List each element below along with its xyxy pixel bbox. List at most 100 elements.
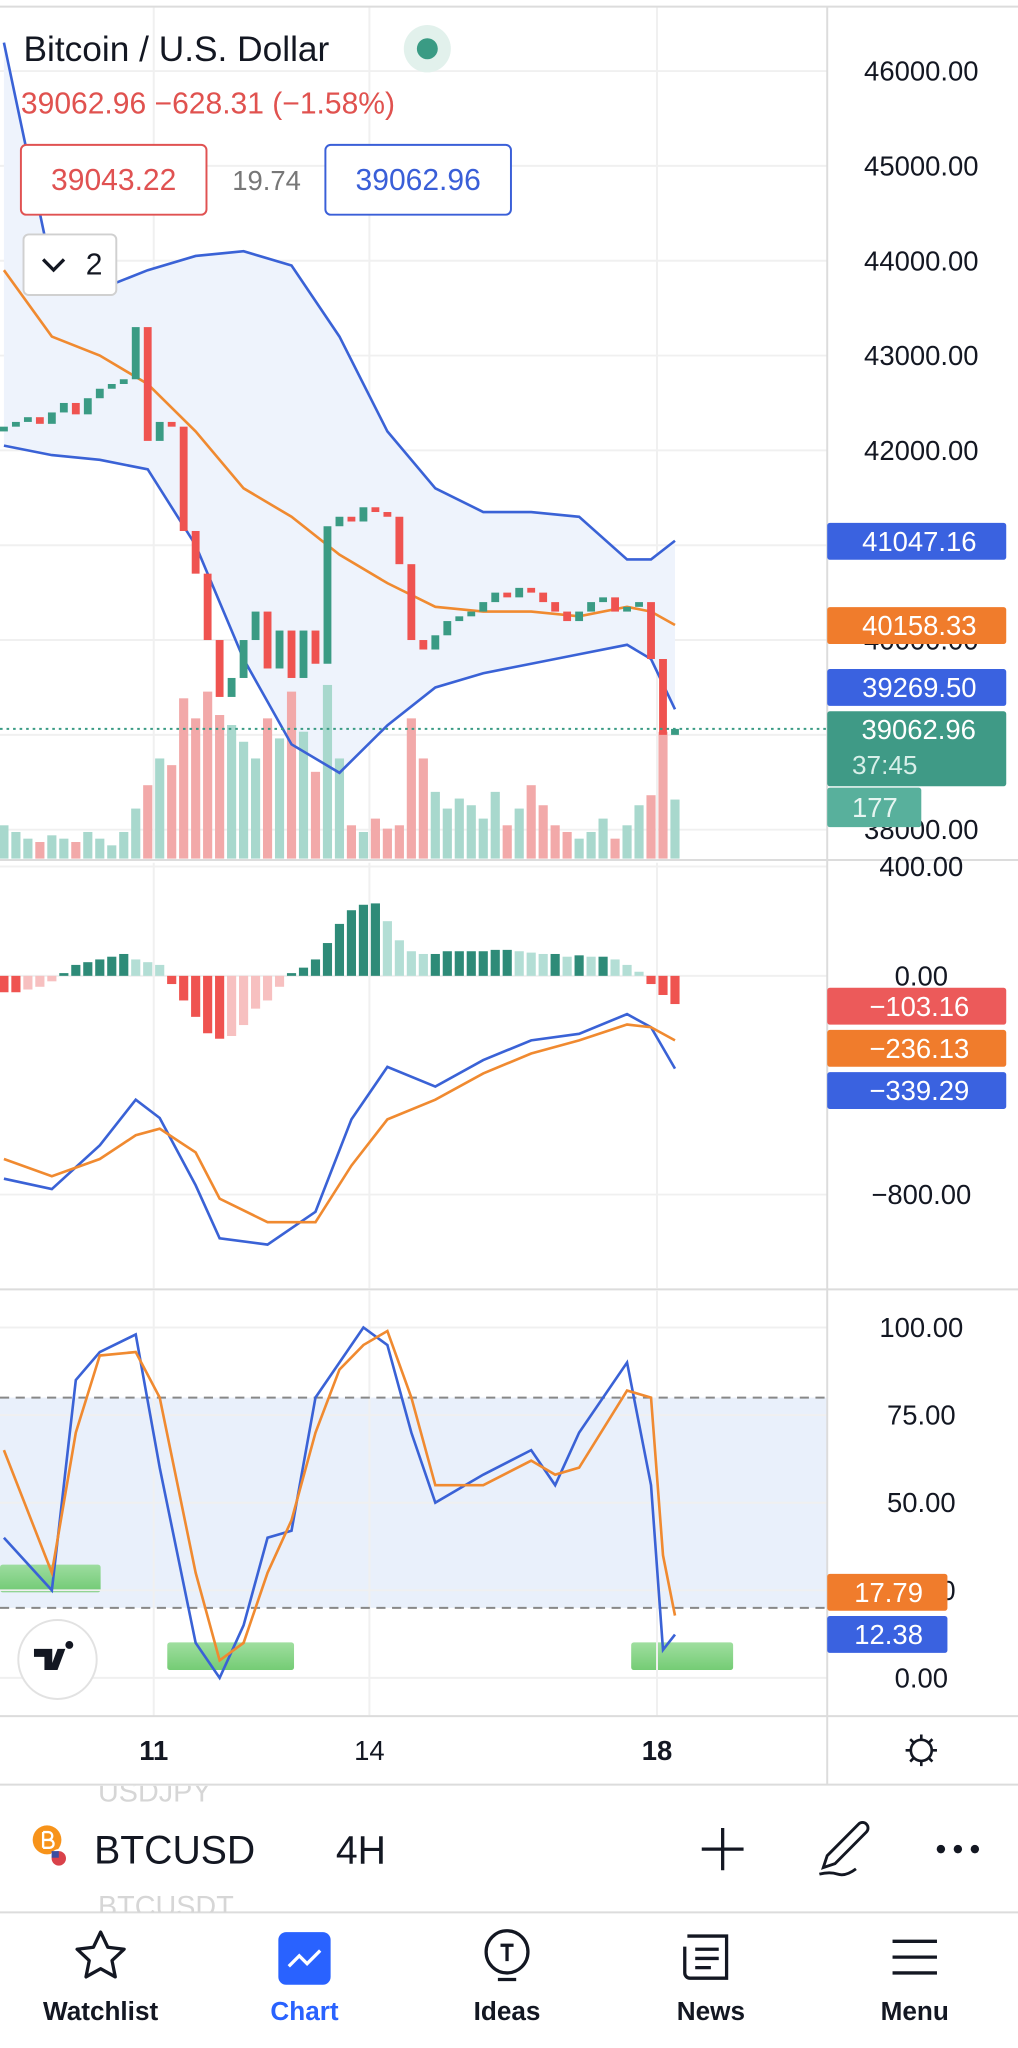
volume-bar [442,808,452,859]
volume-bar [203,691,213,859]
tab-bar: Watchlist Chart Ideas News Menu [43,1996,949,2026]
draw-icon[interactable] [819,1821,870,1877]
histogram-bar [574,955,584,976]
histogram-bar [95,959,105,976]
candle [599,597,608,603]
news-icon[interactable] [683,1934,729,1980]
ideas-icon[interactable] [484,1929,530,1975]
indicator-count[interactable]: 2 [86,248,103,281]
separators [0,5,1018,1914]
tradingview-logo[interactable] [17,1618,98,1700]
volume-bar [610,838,620,859]
candle [71,402,80,415]
candle [395,516,404,565]
tab-label[interactable]: News [677,1996,745,2026]
chart-icon[interactable] [278,1932,331,1985]
volume-bar [11,831,21,859]
toolbar: USDJPY BTCUSDT [98,1776,234,1923]
macd-line [3,1012,677,1246]
histogram-bar [191,975,201,1017]
candle [215,640,224,697]
volume-bar [334,758,345,859]
volume-tag [827,787,922,828]
histogram-bar [514,951,524,976]
volume-bar [382,828,392,859]
histogram-bar [526,952,536,976]
settings-icon[interactable] [905,1734,937,1767]
candle [287,630,296,678]
histogram-bar [634,971,644,976]
volume-bar [418,758,428,859]
more-icon[interactable] [936,1844,980,1854]
candle [59,402,68,413]
volume-bar [514,808,524,859]
y-tick-label: 43000.00 [864,340,978,371]
tab-label[interactable]: Menu [881,1996,949,2026]
histogram-bar [23,975,33,990]
interval[interactable]: 4H [336,1828,386,1872]
symbol-bar: BTCUSD 4H [32,1821,980,1877]
watchlist-icon[interactable] [75,1930,126,1979]
volume-bar [574,838,584,859]
volume-bar [274,738,285,859]
logo-mark [33,1641,74,1671]
histogram-bar [346,910,357,976]
tab-label[interactable]: Chart [270,1996,338,2026]
volume-bar [586,831,596,859]
value-tag [827,1029,1007,1067]
histogram-bar [370,903,380,976]
volume-bar [155,758,165,859]
price-change: 39062.96 −628.31 (−1.58%) [21,87,395,120]
value-tag-label: −339.29 [869,1075,969,1106]
tab-label[interactable]: Ideas [474,1996,541,2026]
candle [23,417,32,422]
ask-button[interactable] [324,143,512,216]
candle [611,597,619,612]
candle [347,516,356,522]
histogram-bar [179,975,189,1001]
value-tag-label: −236.13 [869,1033,969,1064]
candle [359,507,368,522]
value-tag-label: 17.79 [854,1577,923,1608]
status-dot [416,38,438,60]
histogram-bar [646,975,656,985]
axes: 11141838000.0039000.0040000.0041000.0042… [139,56,1007,1766]
volume-bar [598,818,608,859]
menu-icon[interactable] [892,1939,937,1975]
usd-flag-canton [51,1851,59,1858]
histogram-bar [334,923,345,976]
indicators-toggle[interactable] [22,233,118,297]
y-tick-label: 46000.00 [864,56,978,87]
prev-symbol[interactable]: USDJPY [98,1776,211,1809]
volume-bar [370,818,380,859]
volume-bar [634,805,644,859]
volume-bar [286,691,297,859]
histogram-bar [622,964,632,976]
add-icon[interactable] [701,1828,744,1871]
bid-button[interactable] [19,143,208,216]
candle [455,616,464,622]
histogram-bar [358,904,368,976]
volume-bar [119,831,129,859]
candle [503,592,512,598]
bid-price[interactable]: 39043.22 [51,164,176,197]
tab-label[interactable]: Watchlist [43,1996,158,2026]
candle [95,388,104,399]
chart-icon-line [287,1949,322,1968]
volume-label: 177 [852,792,898,823]
ask-price[interactable]: 39062.96 [356,164,481,197]
y-tick-label: 42000.00 [864,435,978,466]
histogram-bar [203,975,213,1034]
volume-bar [526,785,536,859]
dot [936,1844,946,1854]
histogram-bar [670,975,680,1005]
histogram-bar [155,964,165,976]
volume-bar [454,798,464,859]
histogram-bar [586,956,596,976]
histogram-bar [406,951,416,976]
next-symbol[interactable]: BTCUSDT [98,1891,234,1923]
symbol[interactable]: BTCUSD [94,1828,255,1872]
candle [47,412,56,424]
histogram-bar [394,940,404,976]
